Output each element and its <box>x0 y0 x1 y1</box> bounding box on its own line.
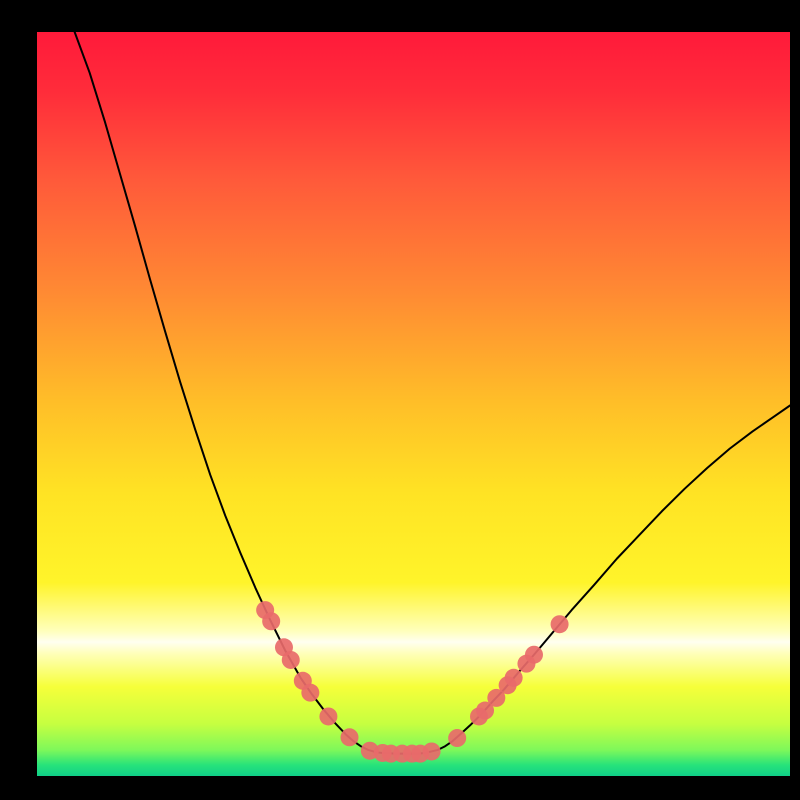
data-marker <box>505 669 523 687</box>
frame-border-top <box>0 0 800 32</box>
data-marker <box>282 651 300 669</box>
frame-border-bottom <box>0 776 800 800</box>
data-marker <box>262 612 280 630</box>
plot-background <box>37 32 790 776</box>
plot-area <box>37 32 790 776</box>
data-marker <box>301 684 319 702</box>
plot-svg <box>37 32 790 776</box>
data-marker <box>448 729 466 747</box>
data-marker <box>551 615 569 633</box>
data-marker <box>319 707 337 725</box>
data-marker <box>525 646 543 664</box>
data-marker <box>423 742 441 760</box>
frame-border-right <box>790 0 800 800</box>
data-marker <box>341 728 359 746</box>
frame-border-left <box>0 0 37 800</box>
